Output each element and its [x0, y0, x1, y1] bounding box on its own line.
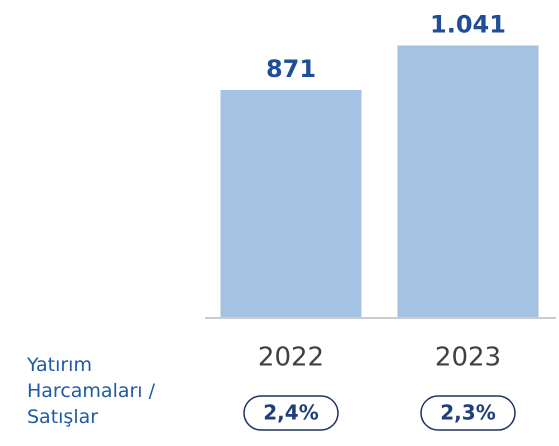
value-label: 871 — [266, 55, 316, 83]
x-tick-label: 2023 — [435, 343, 501, 373]
ratio-label: 2,4% — [263, 401, 318, 425]
bar — [220, 90, 362, 318]
bar — [397, 45, 539, 319]
ratio-oval — [420, 395, 516, 431]
ratio-oval — [243, 395, 339, 431]
x-tick-label: 2022 — [258, 343, 324, 373]
value-label: 1.041 — [430, 10, 506, 38]
ratio-title: Yatırım Harcamaları / Satışlar — [27, 354, 156, 428]
ratio-label: 2,3% — [440, 401, 495, 425]
